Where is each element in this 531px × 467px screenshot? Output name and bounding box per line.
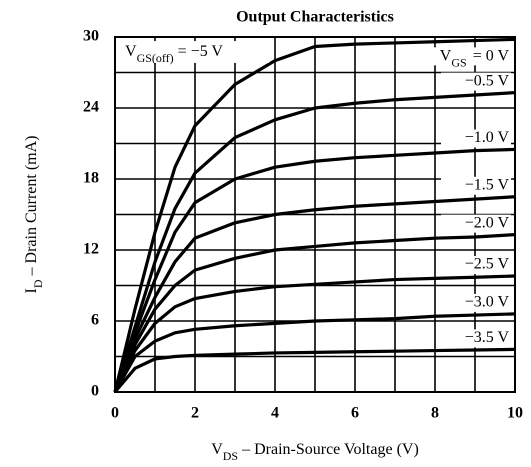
x-tick-label: 0 [111,405,119,422]
series-label: −3.5 V [465,329,510,346]
annotation-main: V [125,43,137,60]
series-label: −2.5 V [465,256,510,273]
x-tick-label: 8 [431,405,439,422]
y-tick-label: 12 [83,241,99,258]
y-axis-label-rest: – Drain Current (mA) [23,136,40,280]
label-bg [441,329,511,348]
series-label: −0.5 V [465,72,510,89]
y-axis-label-sub: D [31,279,45,288]
curve [113,147,516,393]
curve [113,195,516,393]
x-axis-label: VDS – Drain-Source Voltage (V) [211,441,419,463]
curve [113,37,516,393]
x-tick-label: 2 [191,405,199,422]
y-axis-label-main: I [23,288,40,293]
y-axis-label: ID – Drain Current (mA) [23,136,45,294]
series-label: −3.0 V [465,294,510,311]
x-axis-label-rest: – Drain-Source Voltage (V) [238,441,419,458]
series-label: −1.5 V [465,176,510,193]
y-tick-label: 18 [83,170,99,187]
series-label: −2.0 V [465,214,510,231]
annotation-sub: GS(off) [137,51,174,65]
label-bg [419,47,511,66]
curve [113,312,516,393]
series-name: = 0 V [473,47,510,64]
series-label: VGS = 0 V [440,47,510,69]
series-symbol-main: V [440,47,452,64]
y-tick-label: 6 [91,312,99,329]
y-tick-label: 0 [91,383,99,400]
curve [113,274,516,393]
x-tick-label: 4 [271,405,279,422]
label-bg [441,129,511,148]
x-axis-label-main: V [211,441,223,458]
x-tick-label: 10 [507,405,523,422]
curve [113,347,516,394]
series-label: −1.0 V [465,129,510,146]
chart-title: Output Characteristics [236,9,394,26]
annotation-rest: = −5 V [174,43,224,60]
curve [113,91,516,393]
y-tick-label: 30 [83,28,99,45]
annotation-bg [119,41,269,63]
series-symbol-sub: GS [451,55,466,69]
label-bg [441,176,511,195]
y-tick-label: 24 [83,99,99,116]
x-tick-label: 6 [351,405,359,422]
plot-frame [114,36,516,393]
annotation: VGS(off) = −5 V [125,43,223,65]
label-bg [441,293,511,312]
x-axis-label-sub: DS [223,449,238,463]
label-bg [441,72,511,91]
label-bg [441,256,511,275]
curve [113,233,516,393]
label-bg [441,214,511,233]
